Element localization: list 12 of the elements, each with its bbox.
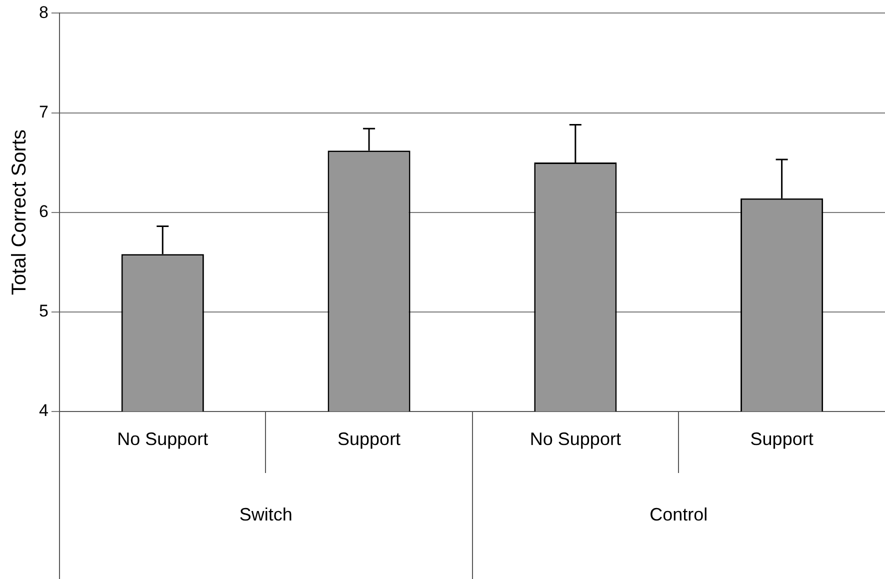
y-tick-label: 4: [38, 401, 48, 420]
x-tick-label: Support: [338, 429, 401, 450]
x-tick-label: Support: [750, 429, 814, 450]
x-tick-label: No Support: [530, 429, 621, 450]
y-tick-label: 7: [38, 102, 48, 122]
y-tick-label: 5: [38, 302, 48, 321]
text: Switch: [239, 504, 292, 524]
y-tick-label: 8: [38, 2, 48, 22]
y-axis-title: Total Correct Sorts: [8, 129, 31, 296]
text: Control: [650, 504, 708, 524]
x-tick-label: No Support: [117, 429, 208, 450]
y-tick-label: 6: [38, 202, 48, 221]
